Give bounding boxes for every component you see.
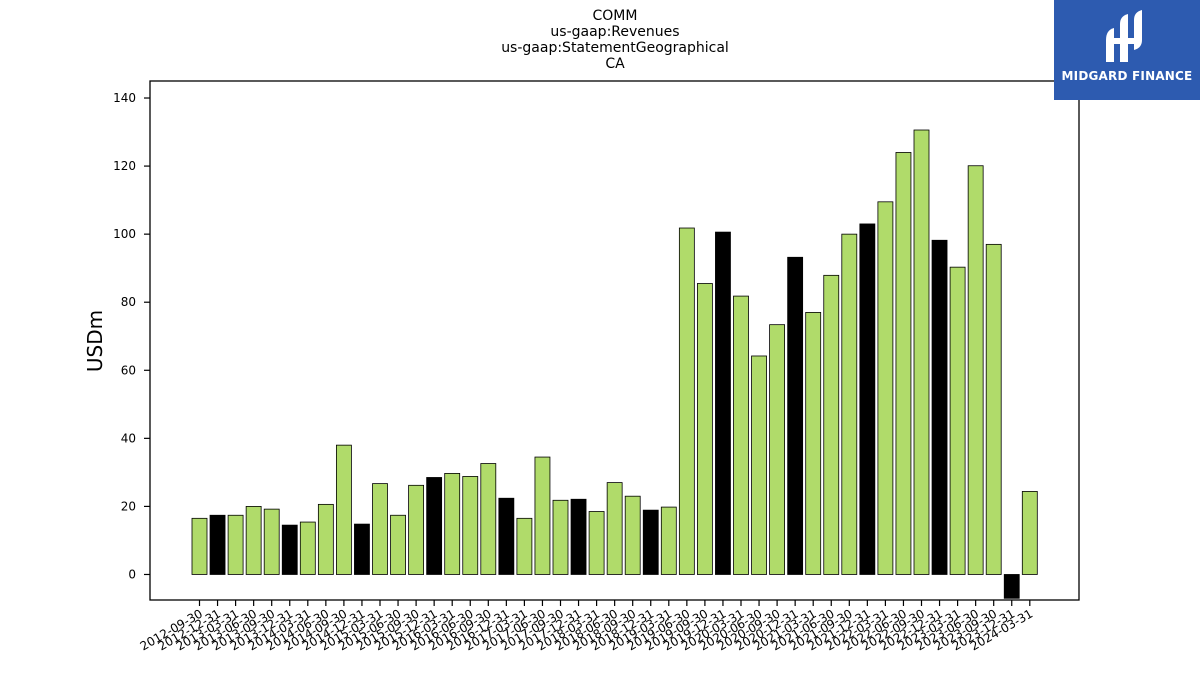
bar	[516, 517, 533, 575]
bar	[967, 165, 984, 575]
bar	[552, 499, 569, 575]
bar	[1003, 574, 1020, 599]
bar	[841, 233, 858, 575]
bar	[624, 495, 641, 575]
bar	[751, 355, 767, 575]
chart-title: COMMus-gaap:Revenuesus-gaap:StatementGeo…	[501, 8, 729, 72]
bar	[823, 274, 840, 575]
bar	[426, 477, 443, 575]
bar	[209, 514, 226, 575]
y-tick-label: 140	[113, 91, 136, 105]
bar	[372, 483, 388, 575]
logo-mark-icon	[1106, 10, 1142, 62]
bar	[534, 456, 551, 575]
bar	[642, 509, 659, 575]
y-tick-label: 120	[113, 159, 136, 173]
bar	[480, 463, 497, 575]
bar	[660, 506, 677, 575]
bar-series	[191, 129, 1038, 599]
y-tick-label: 60	[121, 363, 136, 377]
bar	[606, 482, 623, 575]
y-tick-label: 40	[121, 431, 136, 445]
bar	[1021, 491, 1038, 575]
bar	[227, 514, 244, 575]
bar	[263, 508, 280, 575]
chart-title-line: us-gaap:StatementGeographical	[501, 40, 729, 56]
bar	[317, 503, 334, 575]
bar	[895, 152, 912, 575]
y-axis-title: USDm	[83, 310, 107, 372]
midgard-finance-logo: MIDGARD FINANCE	[1054, 0, 1200, 100]
y-axis: 0 20 40 60 80 100 120 140	[113, 91, 150, 581]
bar	[498, 497, 515, 575]
x-axis: 2012-09-302012-12-312013-03-312013-06-30…	[138, 600, 1035, 653]
bar	[787, 256, 804, 575]
bar	[570, 498, 587, 575]
bar	[859, 223, 876, 575]
bar	[678, 227, 695, 575]
chart-title-line: us-gaap:Revenues	[550, 24, 679, 40]
bar	[931, 239, 948, 575]
bar	[588, 511, 605, 575]
bar	[444, 472, 461, 575]
y-tick-label: 20	[121, 499, 136, 513]
y-tick-label: 0	[128, 567, 136, 581]
bar	[913, 129, 930, 575]
bar	[985, 243, 1002, 575]
y-tick-label: 80	[121, 295, 136, 309]
bar	[769, 324, 785, 575]
bar	[805, 312, 822, 575]
chart-title-line: COMM	[593, 8, 638, 24]
bar	[299, 521, 316, 575]
bar	[715, 231, 731, 575]
bar	[354, 523, 370, 575]
bar	[390, 514, 406, 575]
y-tick-label: 100	[113, 227, 136, 241]
bar	[281, 524, 298, 575]
bar	[877, 201, 894, 575]
bar	[949, 266, 966, 575]
bar	[191, 517, 208, 575]
bar	[697, 283, 713, 575]
chart-title-line: CA	[605, 56, 625, 72]
logo-text: MIDGARD FINANCE	[1061, 69, 1193, 83]
bar	[733, 295, 749, 575]
bar	[462, 476, 479, 575]
bar	[245, 506, 262, 575]
bar	[408, 484, 425, 575]
bar	[335, 444, 352, 575]
